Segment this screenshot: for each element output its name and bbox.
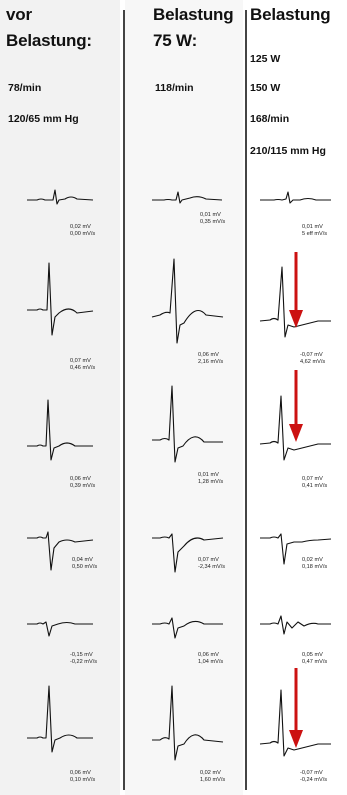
lead-label: 0,06 mV 0,10 mV/s xyxy=(70,770,96,783)
lead-label: 0,01 mV 0,35 mV/s xyxy=(200,212,226,225)
lead-label: 0,06 mV 0,39 mV/s xyxy=(70,476,96,489)
workload-1: 125 W xyxy=(250,53,281,65)
ecg-trace xyxy=(27,621,93,637)
heading-line1: Belastung xyxy=(250,5,331,24)
lead-label: -0,15 mV -0,22 mV/s xyxy=(70,652,98,665)
lead-label: 0,02 mV 0,00 mV/s xyxy=(70,224,96,237)
heading-line1: Belastung xyxy=(153,5,234,24)
ecg-trace xyxy=(152,685,224,761)
lead-label: 0,02 mV 1,60 mV/s xyxy=(200,770,226,783)
lead-label: 0,07 mV 0,41 mV/s xyxy=(302,476,328,489)
lead-label: 0,07 mV 0,46 mV/s xyxy=(70,358,96,371)
ecg-trace xyxy=(259,689,331,757)
blood-pressure: 210/115 mm Hg xyxy=(250,145,326,157)
ecg-trace xyxy=(27,399,93,461)
ecg-trace xyxy=(259,395,331,461)
column-exercise-75w xyxy=(125,0,243,795)
heading-line2: 75 W: xyxy=(153,31,198,50)
arrow-icon xyxy=(289,252,303,328)
column-divider xyxy=(245,10,247,790)
arrow-icon xyxy=(289,668,303,748)
lead-label: 0,05 mV 0,47 mV/s xyxy=(302,652,328,665)
ecg-trace xyxy=(152,617,223,639)
ecg-trace xyxy=(260,615,331,635)
heart-rate: 78/min xyxy=(8,82,42,94)
ecg-trace xyxy=(27,685,93,753)
lead-label: 0,01 mV 5 eff mV/s xyxy=(302,224,328,237)
ecg-trace xyxy=(152,533,224,573)
lead-label: 0,02 mV 0,18 mV/s xyxy=(302,557,328,570)
column-before-exercise xyxy=(0,0,120,795)
ecg-trace xyxy=(27,531,94,571)
ecg-trace xyxy=(27,262,94,336)
workload-2: 150 W xyxy=(250,82,281,94)
ecg-trace xyxy=(152,385,223,463)
heart-rate: 118/min xyxy=(155,82,194,94)
lead-label: 0,07 mV -2,34 mV/s xyxy=(198,557,226,570)
ecg-trace xyxy=(260,533,332,565)
ecg-trace xyxy=(152,191,223,204)
heading-line2: Belastung: xyxy=(6,31,92,50)
lead-label: 0,06 mV 1,04 mV/s xyxy=(198,652,224,665)
heart-rate: 168/min xyxy=(250,113,290,125)
lead-label: 0,06 mV 2,16 mV/s xyxy=(198,352,224,365)
lead-label: 0,01 mV 1,28 mV/s xyxy=(198,472,224,485)
lead-label: -0,07 mV -0,24 mV/s xyxy=(300,770,328,783)
ecg-trace xyxy=(151,258,224,344)
ecg-trace xyxy=(260,191,331,204)
ecg-trace xyxy=(27,189,94,205)
ecg-trace xyxy=(259,266,331,338)
heading-line1: vor xyxy=(6,5,32,24)
blood-pressure: 120/65 mm Hg xyxy=(8,113,79,125)
lead-label: -0,07 mV 4,62 mV/s xyxy=(300,352,326,365)
arrow-icon xyxy=(289,370,303,442)
lead-label: 0,04 mV 0,50 mV/s xyxy=(72,557,98,570)
column-divider xyxy=(123,10,125,790)
